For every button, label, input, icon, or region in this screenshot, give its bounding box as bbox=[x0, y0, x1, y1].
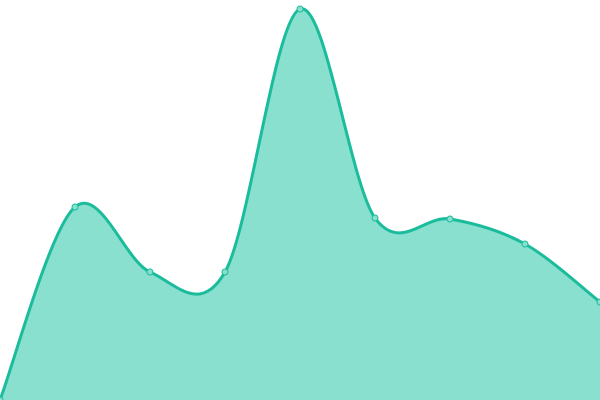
area-fill bbox=[0, 8, 600, 400]
data-point-3[interactable] bbox=[221, 268, 229, 276]
data-point-6[interactable] bbox=[446, 215, 454, 223]
data-point-5[interactable] bbox=[371, 214, 379, 222]
data-point-8[interactable] bbox=[596, 298, 600, 306]
data-point-4[interactable] bbox=[296, 5, 304, 13]
data-point-2[interactable] bbox=[146, 268, 154, 276]
data-point-0[interactable] bbox=[0, 396, 4, 400]
data-point-1[interactable] bbox=[71, 203, 79, 211]
data-point-7[interactable] bbox=[521, 240, 529, 248]
series-line bbox=[0, 7, 600, 400]
